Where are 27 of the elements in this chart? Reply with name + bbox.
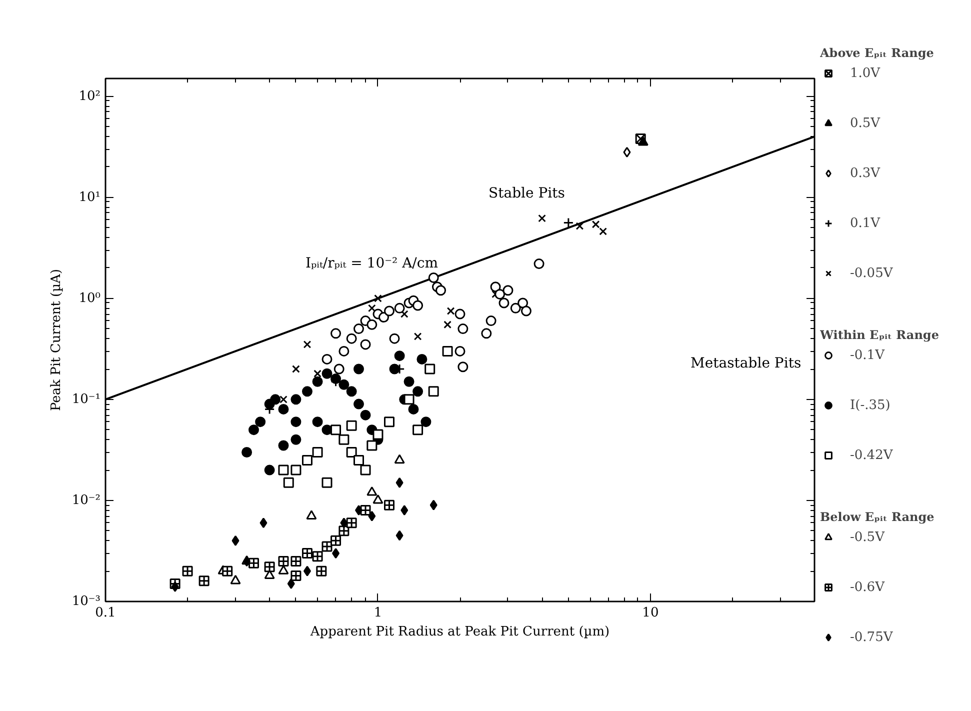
x-axis-title: Apparent Pit Radius at Peak Pit Current (µm) — [309, 624, 610, 640]
legend-label: I(-.35) — [850, 398, 890, 412]
x-tick-label: 1 — [374, 606, 382, 620]
text: Above Eₚᵢₜ Range — [820, 46, 934, 60]
annotation: Stable Pits — [488, 186, 565, 202]
text: Below Eₚᵢₜ Range — [820, 510, 934, 524]
legend-label: 0.5V — [850, 116, 880, 130]
y-tick-label: 10⁻² — [72, 492, 101, 508]
y-tick-label: 10² — [78, 88, 101, 104]
legend-label: -0.1V — [850, 348, 884, 362]
legend-label: -0.42V — [850, 448, 893, 462]
y-axis-title: Peak Pit Current (µA) — [48, 268, 64, 412]
legend-label: -0.75V — [850, 630, 893, 644]
y-tick-label: 10⁻¹ — [72, 392, 101, 407]
legend-label: -0.05V — [850, 266, 893, 280]
legend-label: 1.0V — [850, 66, 880, 80]
y-tick-label: 10⁰ — [78, 290, 101, 306]
legend-label: -0.5V — [850, 530, 884, 544]
x-tick-label: 0.1 — [95, 606, 116, 620]
annotation: Metastable Pits — [690, 356, 802, 372]
x-tick-label: 10 — [642, 606, 659, 620]
legend-label: -0.6V — [850, 580, 884, 594]
y-tick-label: 10¹ — [78, 190, 101, 205]
legend-label: 0.3V — [850, 166, 880, 180]
text: Within Eₚᵢₜ Range — [820, 328, 939, 342]
legend-label: 0.1V — [850, 216, 880, 230]
annotation: Iₚᵢₜ/rₚᵢₜ = 10⁻² A/cm — [306, 256, 438, 272]
